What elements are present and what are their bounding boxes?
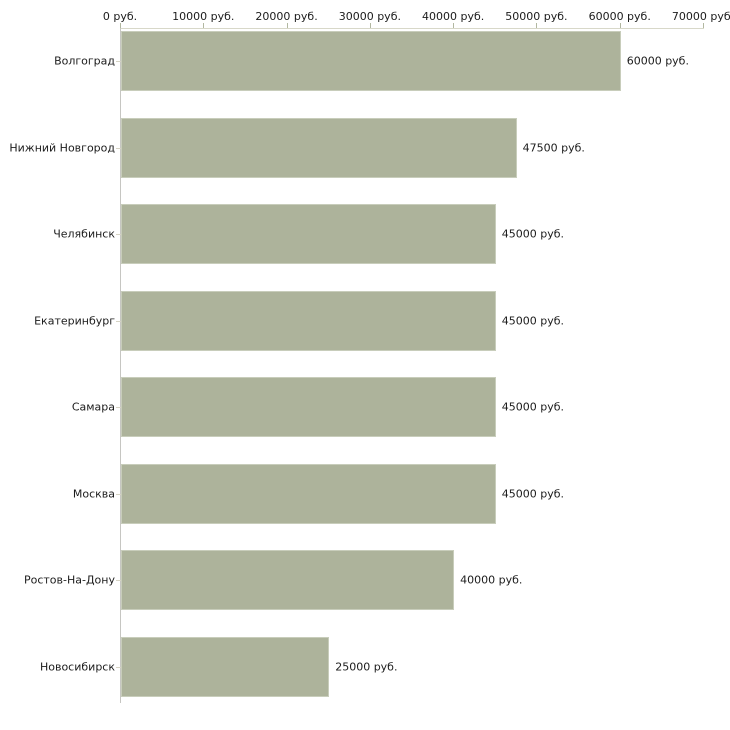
category-label: Самара xyxy=(71,400,115,414)
bar xyxy=(121,550,455,610)
x-axis-tick-label: 60000 руб. xyxy=(588,10,651,23)
y-axis-tick xyxy=(116,234,121,235)
category-label: Челябинск xyxy=(53,227,115,241)
y-axis-tick xyxy=(116,666,121,668)
category-label: Новосибирск xyxy=(39,660,115,673)
y-axis-line xyxy=(120,28,121,703)
x-axis-tick xyxy=(453,23,455,29)
x-axis-tick-label: 20000 руб. xyxy=(255,10,318,23)
x-axis-tick-label: 10000 руб. xyxy=(172,10,235,23)
y-axis-tick xyxy=(116,320,121,322)
bar xyxy=(121,463,496,524)
y-axis-tick xyxy=(116,407,121,408)
value-label: 45000 руб. xyxy=(501,487,565,500)
y-axis-tick xyxy=(116,61,121,62)
bar xyxy=(121,377,496,437)
x-axis-tick xyxy=(120,23,121,29)
y-axis-tick xyxy=(116,580,121,581)
bar xyxy=(121,117,517,178)
value-label: 45000 руб. xyxy=(501,400,565,414)
bar xyxy=(121,204,496,264)
value-label: 47500 руб. xyxy=(522,141,585,154)
value-label: 60000 руб. xyxy=(626,54,689,68)
y-axis-tick xyxy=(116,493,121,495)
category-label: Москва xyxy=(72,487,115,500)
value-label: 25000 руб. xyxy=(335,660,398,673)
bar xyxy=(121,31,621,91)
value-label: 40000 руб. xyxy=(460,573,523,587)
x-axis-tick-label: 70000 руб. xyxy=(671,10,730,23)
x-axis-tick-label: 0 руб. xyxy=(102,10,138,23)
x-axis-tick xyxy=(286,23,288,29)
value-label: 45000 руб. xyxy=(501,314,565,327)
y-axis-tick xyxy=(116,147,121,149)
category-label: Екатеринбург xyxy=(34,314,115,327)
category-label: Нижний Новгород xyxy=(9,141,115,154)
bar xyxy=(121,290,496,351)
value-label: 45000 руб. xyxy=(501,227,565,241)
x-axis-tick xyxy=(536,23,538,29)
x-axis-line xyxy=(120,28,704,29)
x-axis-tick-label: 50000 руб. xyxy=(505,10,568,23)
category-label: Ростов-На-Дону xyxy=(23,573,115,587)
x-axis-tick xyxy=(369,23,371,29)
x-axis-tick xyxy=(203,23,205,29)
x-axis-tick-label: 40000 руб. xyxy=(422,10,485,23)
bar xyxy=(121,636,330,697)
x-axis-tick-label: 30000 руб. xyxy=(338,10,401,23)
x-axis-tick xyxy=(703,23,704,29)
x-axis-tick xyxy=(619,23,621,29)
category-label: Волгоград xyxy=(54,54,115,68)
